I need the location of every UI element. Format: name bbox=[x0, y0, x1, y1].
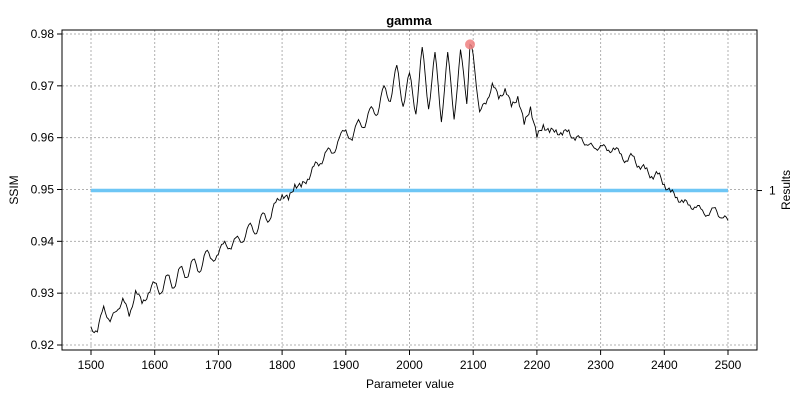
x-tick-label: 2000 bbox=[396, 358, 423, 372]
x-tick-label: 1500 bbox=[78, 358, 105, 372]
y-tick-label: 0.97 bbox=[31, 79, 55, 93]
x-tick-label: 2500 bbox=[715, 358, 742, 372]
y-tick-label: 0.94 bbox=[31, 234, 55, 248]
x-tick-label: 2200 bbox=[524, 358, 551, 372]
right-axis-label: Results bbox=[779, 170, 793, 210]
y-tick-label: 0.95 bbox=[31, 183, 55, 197]
y-tick-label: 0.93 bbox=[31, 286, 55, 300]
y-tick-label: 0.98 bbox=[31, 27, 55, 41]
x-tick-label: 2400 bbox=[651, 358, 678, 372]
x-axis-label: Parameter value bbox=[366, 377, 454, 391]
y-axis-label: SSIM bbox=[7, 175, 21, 204]
x-tick-label: 1700 bbox=[205, 358, 232, 372]
x-tick-label: 1800 bbox=[269, 358, 296, 372]
x-tick-label: 2100 bbox=[460, 358, 487, 372]
right-axis-ticks: 1 bbox=[757, 184, 776, 198]
y-tick-label: 0.96 bbox=[31, 131, 55, 145]
x-tick-label: 1900 bbox=[332, 358, 359, 372]
series-line-ssim bbox=[90, 43, 729, 334]
x-axis-ticks: 1500 1600 1700 1800 1900 2000 2100 2200 2300 2400… bbox=[78, 350, 742, 372]
x-tick-label: 2300 bbox=[587, 358, 614, 372]
right-tick-label: 1 bbox=[769, 184, 776, 198]
series-layer bbox=[90, 39, 729, 334]
max-point-marker bbox=[465, 39, 476, 50]
y-tick-label: 0.92 bbox=[31, 338, 55, 352]
chart-title: gamma bbox=[386, 13, 432, 28]
y-axis-ticks: 0.92 0.93 0.94 0.95 0.96 0.97 0.98 bbox=[31, 27, 62, 352]
x-tick-label: 1600 bbox=[141, 358, 168, 372]
